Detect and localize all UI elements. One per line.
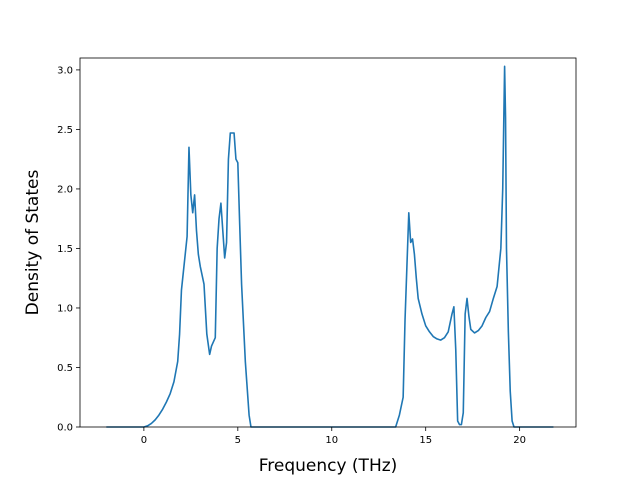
y-axis-label: Density of States: [23, 170, 43, 316]
y-tick-label: 1.0: [57, 303, 73, 314]
y-tick-label: 0.0: [57, 423, 73, 434]
x-axis-ticks: 0 5 10 15 20: [141, 427, 526, 446]
x-tick-label: 0: [141, 435, 147, 446]
x-tick-label: 5: [235, 435, 241, 446]
y-tick-label: 0.5: [57, 363, 73, 374]
x-tick-label: 20: [513, 435, 526, 446]
x-axis-label: Frequency (THz): [259, 456, 398, 476]
y-tick-label: 2.5: [57, 125, 73, 136]
y-tick-label: 1.5: [57, 244, 73, 255]
y-axis-ticks: 0.0 0.5 1.0 1.5 2.0 2.5 3.0: [57, 65, 80, 434]
y-tick-label: 2.0: [57, 184, 73, 195]
axes-frame: [79, 57, 577, 428]
x-tick-label: 10: [325, 435, 338, 446]
y-tick-label: 3.0: [57, 65, 73, 76]
x-tick-label: 15: [419, 435, 432, 446]
